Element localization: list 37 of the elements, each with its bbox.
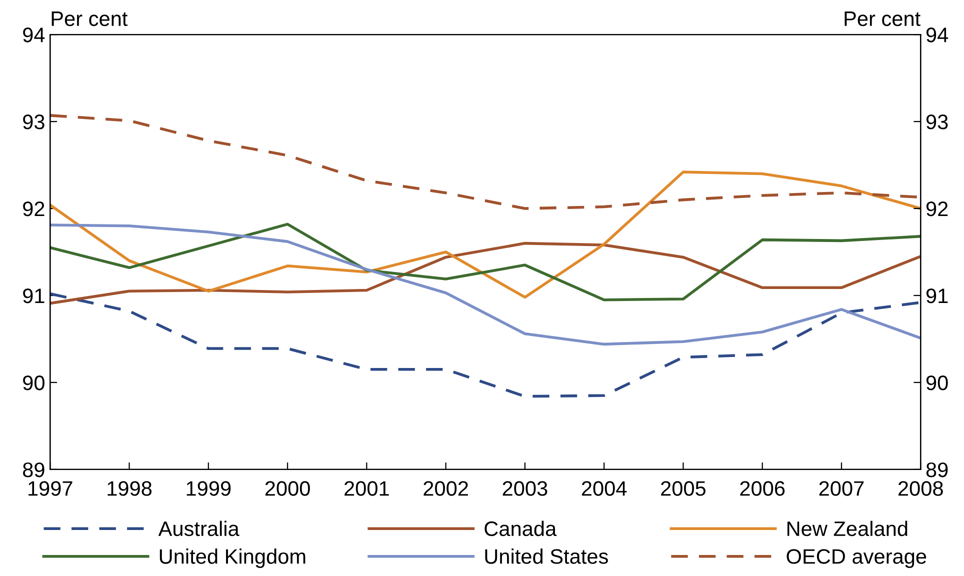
x-tick-label: 2006 (740, 481, 785, 496)
line-series (50, 242, 921, 305)
y-tick-label: 92 (23, 202, 44, 216)
y2-axis-title: Per cent (844, 12, 920, 26)
x-tick-label: 2004 (582, 481, 627, 496)
legend-label: Canada (484, 520, 557, 536)
y2-tick-label: 89 (926, 462, 948, 478)
legend-label: OECD average (786, 549, 926, 568)
x-tick-label: 2001 (344, 481, 389, 496)
y2-tick-label: 93 (926, 114, 948, 130)
x-tick-label: 2008 (898, 481, 943, 496)
line-series (50, 170, 921, 299)
x-tick-label: 2007 (819, 481, 864, 496)
y-tick-label: 94 (23, 28, 45, 42)
y2-tick-label: 94 (926, 28, 948, 42)
x-tick-label: 1997 (28, 481, 72, 496)
legend-label: United States (485, 548, 608, 564)
legend-label: New Zealand (787, 520, 908, 536)
y-axis-title: Per cent (52, 12, 128, 26)
x-tick-label: 2000 (265, 481, 310, 496)
y-tick-label: 91 (23, 288, 44, 304)
y2-tick-label: 90 (926, 375, 948, 390)
y2-tick-label: 91 (926, 288, 948, 304)
x-tick-label: 2003 (502, 481, 548, 496)
y-tick-label: 93 (23, 114, 44, 130)
line-series (50, 224, 921, 346)
legend-label: United Kingdom (160, 548, 306, 568)
x-tick-label: 1998 (108, 481, 152, 496)
line-series (50, 292, 921, 398)
y-tick-label: 90 (23, 375, 44, 390)
line-series (50, 222, 921, 302)
y-tick-label: 89 (23, 462, 44, 478)
x-tick-label: 2002 (424, 481, 468, 496)
y2-tick-label: 92 (926, 202, 948, 216)
x-tick-label: 1999 (186, 481, 231, 496)
legend-label: Australia (158, 520, 240, 536)
x-tick-label: 2005 (661, 481, 706, 496)
